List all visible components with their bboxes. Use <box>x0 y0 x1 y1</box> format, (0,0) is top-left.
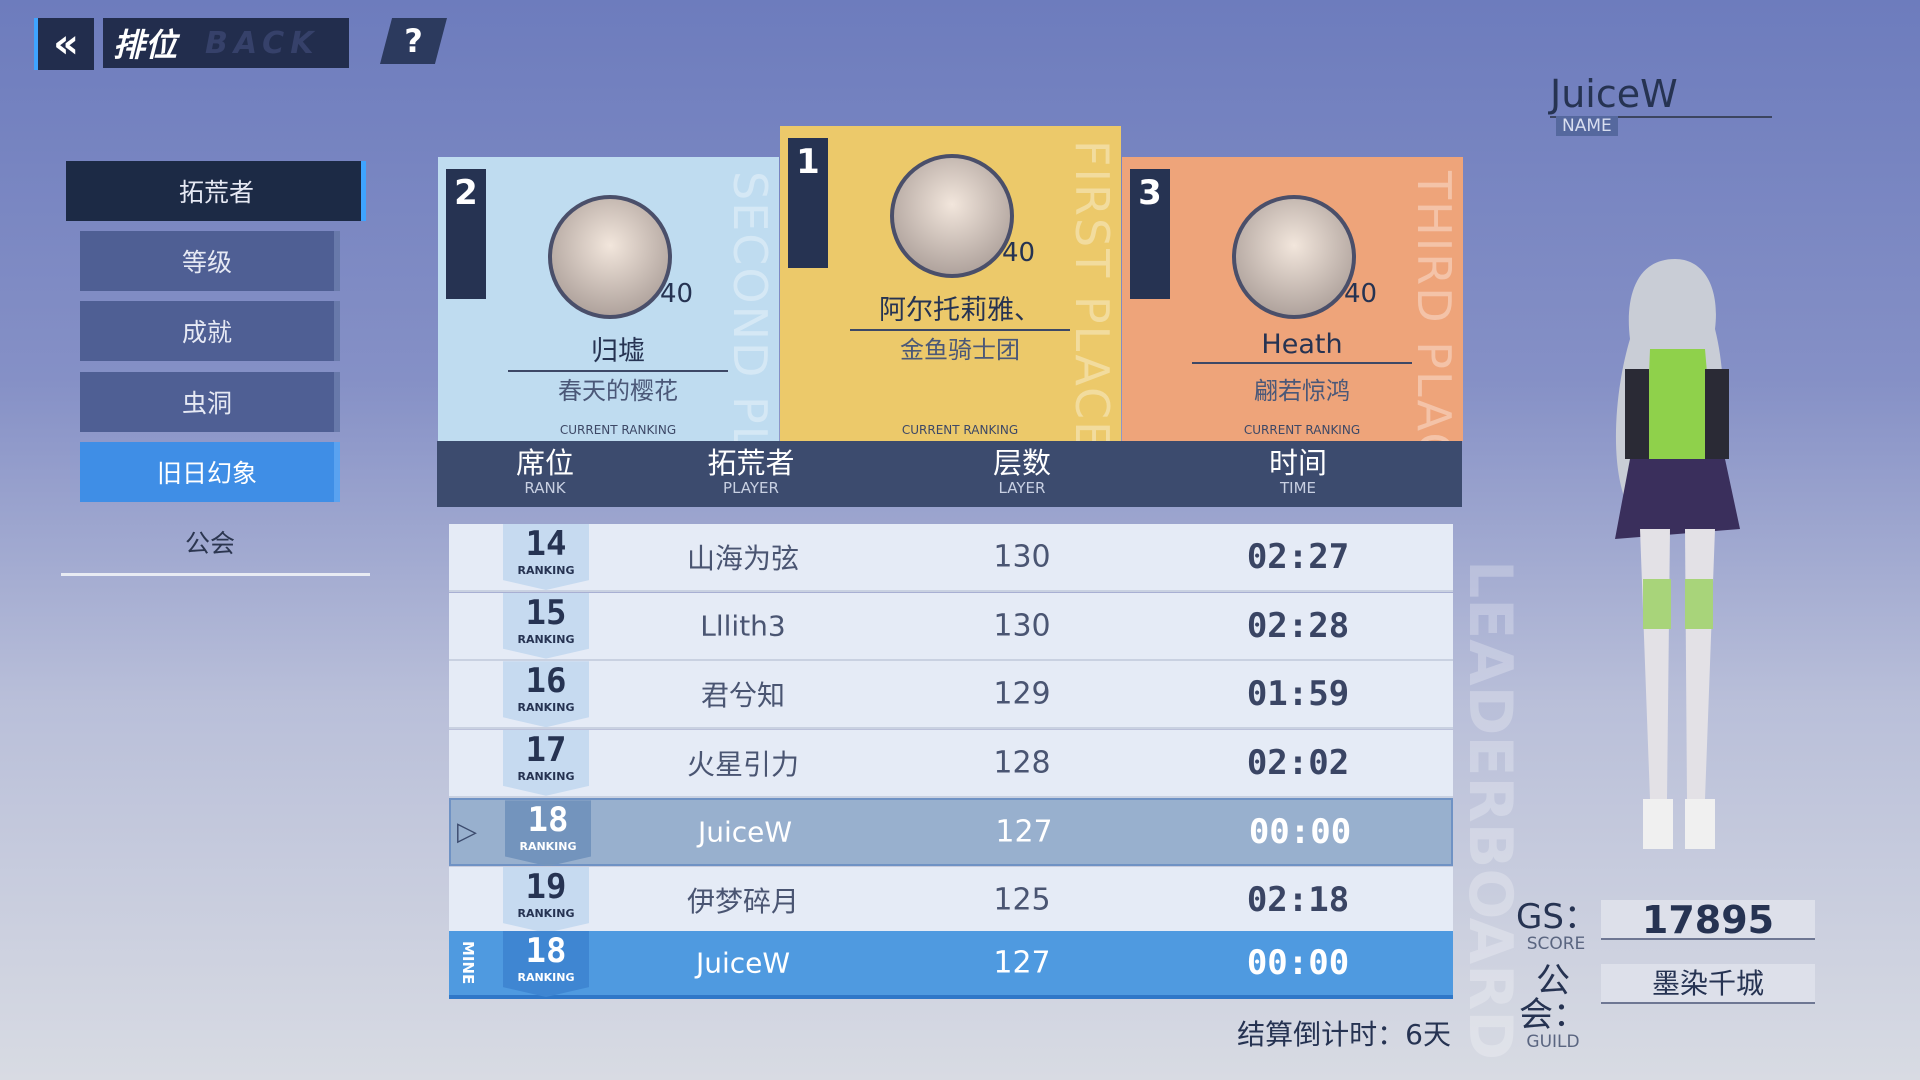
table-row[interactable]: 16 RANKING 君兮知 129 01:59 <box>449 661 1453 730</box>
question-icon: ? <box>404 22 423 60</box>
avatar[interactable] <box>1232 195 1356 319</box>
current-ranking-caption: CURRENT RANKING <box>901 423 1019 437</box>
time-value: 00:00 <box>1248 812 1352 853</box>
my-ranking-row[interactable]: MINE 18 RANKING JuiceW 127 00:00 <box>449 931 1453 999</box>
sidebar-item-old-illusion[interactable]: 旧日幻象 <box>80 442 340 502</box>
time-value: 02:18 <box>1246 880 1350 920</box>
place-watermark: FIRST PLACE <box>1065 140 1119 441</box>
place-watermark: THIRD PLACE <box>1407 171 1461 441</box>
current-ranking-caption: CURRENT RANKING <box>1243 423 1361 437</box>
guild-label: 公会： GUILD <box>1519 961 1587 1052</box>
rank-badge: 17 RANKING <box>503 729 589 796</box>
gs-score-value: 17895 <box>1601 900 1815 940</box>
podium-card-rank-2[interactable]: 2 SECOND PLACE 40 归墟 春天的樱花 CURRENT RANKI… <box>438 157 779 441</box>
player-name: 君兮知 <box>700 679 786 713</box>
table-row[interactable]: 17 RANKING 火星引力 128 02:02 <box>449 729 1453 798</box>
layer-value: 128 <box>993 745 1051 781</box>
current-ranking-caption: CURRENT RANKING <box>559 423 677 437</box>
podium-player-name: 归墟 <box>508 329 728 372</box>
sidebar-item-guild[interactable]: 公会 <box>184 529 235 558</box>
place-watermark: SECOND PLACE <box>723 171 777 441</box>
rank-badge: 1 <box>788 138 828 268</box>
page-title: 排位 BACK <box>103 18 349 68</box>
sidebar-item-level[interactable]: 等级 <box>80 231 340 291</box>
rank-badge: 14 RANKING <box>503 524 589 590</box>
layer-value: 125 <box>993 882 1051 918</box>
back-button[interactable]: « <box>34 18 94 70</box>
podium-player-name: 阿尔托莉雅、 <box>850 288 1070 331</box>
time-value: 00:00 <box>1246 943 1350 983</box>
rank-badge: 2 <box>446 169 486 299</box>
table-row[interactable]: 15 RANKING Lllith3 130 02:28 <box>449 592 1453 661</box>
avatar[interactable] <box>548 195 672 319</box>
player-name: 伊梦碎月 <box>686 885 800 918</box>
sidebar-item-pioneer[interactable]: 拓荒者 <box>66 161 366 221</box>
player-name: 山海为弦 <box>686 542 800 575</box>
layer-value: 127 <box>993 945 1051 981</box>
rank-badge: 15 RANKING <box>503 592 589 659</box>
time-value: 02:27 <box>1246 537 1350 577</box>
time-value: 02:28 <box>1246 605 1350 646</box>
rank-badge: 19 RANKING <box>503 867 589 933</box>
level: 40 <box>1344 279 1378 309</box>
layer-value: 127 <box>995 814 1053 850</box>
layer-value: 129 <box>993 676 1051 712</box>
sidebar-item-achievement[interactable]: 成就 <box>80 301 340 361</box>
podium-card-rank-3[interactable]: 3 THIRD PLACE 40 Heath 翩若惊鸿 CURRENT RANK… <box>1122 157 1463 441</box>
level: 40 <box>660 279 694 309</box>
layer-value: 130 <box>993 608 1051 644</box>
table-row[interactable]: 14 RANKING 山海为弦 130 02:27 <box>449 524 1453 592</box>
leaderboard-watermark: LEADERBOARD <box>1455 560 1525 1061</box>
player-name: 火星引力 <box>686 747 800 781</box>
mine-tag: MINE <box>459 941 477 985</box>
character-model <box>1615 259 1740 849</box>
name-label: NAME <box>1556 116 1618 136</box>
layer-value: 130 <box>993 539 1051 575</box>
pointer-icon: ▷ <box>457 817 477 848</box>
level: 40 <box>1002 238 1036 268</box>
chevron-left-icon: « <box>53 21 79 67</box>
settlement-countdown: 结算倒计时：6天 <box>1237 1018 1451 1051</box>
sidebar-divider <box>61 573 370 576</box>
gs-label: GS： SCORE <box>1516 897 1598 954</box>
sidebar-item-wormhole[interactable]: 虫洞 <box>80 372 340 432</box>
table-row[interactable]: ▷ 18 RANKING JuiceW 127 00:00 <box>449 798 1453 867</box>
podium-card-rank-1[interactable]: 1 FIRST PLACE 40 阿尔托莉雅、 金鱼骑士团 CURRENT RA… <box>780 126 1121 441</box>
time-value: 01:59 <box>1246 674 1350 715</box>
help-button[interactable]: ? <box>380 18 447 64</box>
player-name: JuiceW <box>1550 72 1772 118</box>
guild-value: 墨染千城 <box>1601 964 1815 1004</box>
table-row[interactable]: 19 RANKING 伊梦碎月 125 02:18 <box>449 867 1453 935</box>
podium-guild-name: 翩若惊鸿 <box>1254 377 1350 405</box>
podium-player-name: Heath <box>1192 329 1412 364</box>
avatar[interactable] <box>890 154 1014 278</box>
rank-badge: 18 RANKING <box>505 800 591 867</box>
podium-guild-name: 春天的樱花 <box>558 377 678 405</box>
rank-badge: 3 <box>1130 169 1170 299</box>
rank-badge: 18 RANKING <box>503 931 589 997</box>
time-value: 02:02 <box>1246 742 1350 783</box>
player-name: JuiceW <box>697 815 793 849</box>
player-name: Lllith3 <box>700 609 786 643</box>
table-header: 席位 RANK 拓荒者 PLAYER 层数 LAYER 时间 TIME <box>437 441 1462 507</box>
rank-badge: 16 RANKING <box>503 661 589 728</box>
podium-guild-name: 金鱼骑士团 <box>900 336 1020 364</box>
player-name: JuiceW <box>695 946 791 980</box>
